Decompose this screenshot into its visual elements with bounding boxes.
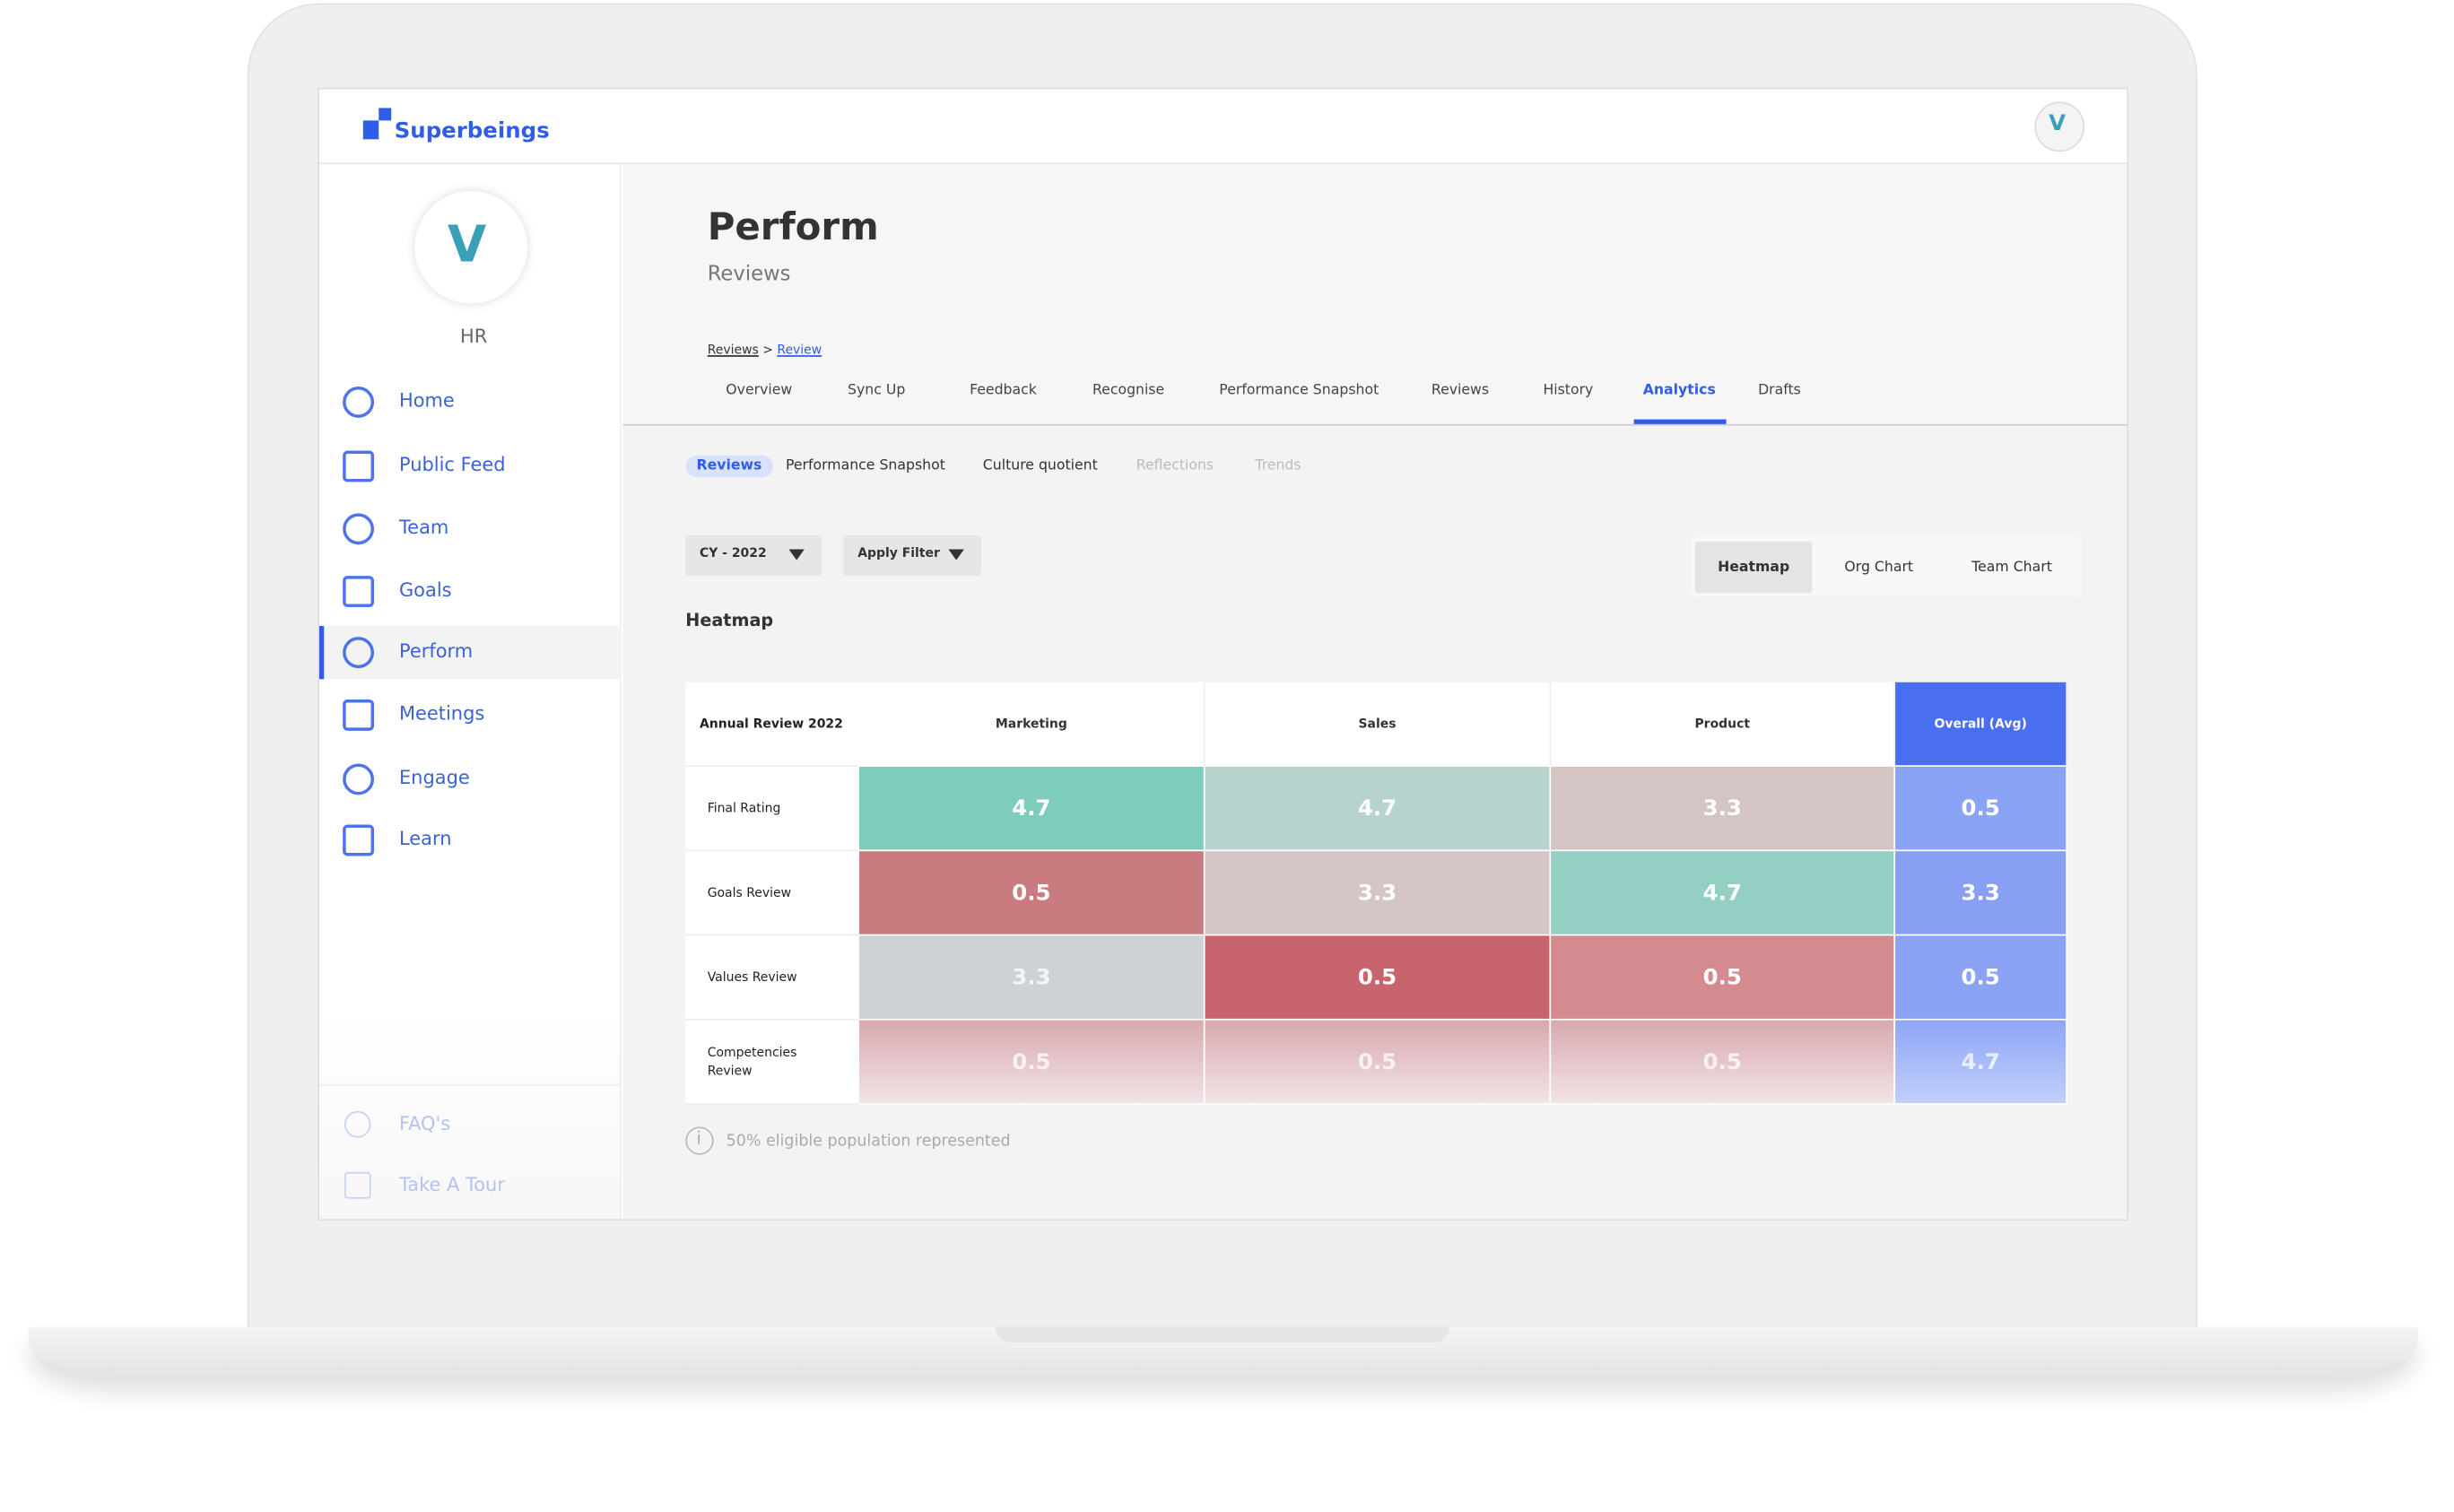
nav-footer-item[interactable]: Take A Tour — [398, 1173, 505, 1196]
user-avatar[interactable] — [2034, 101, 2085, 152]
tab[interactable]: Analytics — [1642, 383, 1716, 399]
view-button[interactable]: Heatmap — [1694, 541, 1813, 594]
role: HR — [460, 325, 488, 348]
dropdown-caret — [948, 549, 964, 560]
avatar-glyph: V — [2049, 110, 2066, 136]
heatmap-cell: 0.5 — [858, 1020, 1205, 1105]
laptop-notch — [995, 1326, 1449, 1343]
info-glyph: i — [696, 1128, 701, 1149]
tab[interactable]: Drafts — [1758, 383, 1801, 399]
heatmap-title: Heatmap — [685, 610, 774, 631]
heatmap-cell: 3.3 — [1205, 851, 1552, 936]
breadcrumb: Reviews > Review — [708, 343, 822, 357]
heatmap-cell: 0.5 — [1551, 935, 1896, 1021]
heatmap-cell: 3.3 — [858, 935, 1205, 1021]
tab[interactable]: Sync Up — [847, 383, 906, 399]
heatmap-cell: 0.5 — [1205, 1020, 1552, 1105]
subtab[interactable]: Reviews — [685, 455, 773, 478]
heatmap-cell: 4.7 — [1895, 1020, 2068, 1105]
filter-label: Apply Filter — [857, 545, 940, 560]
page-subtitle: Reviews — [707, 263, 791, 287]
tab-underline — [1633, 419, 1727, 424]
nav-item[interactable]: Learn — [398, 828, 452, 850]
view-button[interactable]: Org Chart — [1844, 559, 1914, 576]
nav-icon — [343, 699, 375, 731]
logo-mark — [362, 120, 379, 140]
heatmap-cell: 4.7 — [1551, 851, 1896, 936]
main-top — [622, 164, 2128, 426]
tab[interactable]: Recognise — [1092, 383, 1165, 399]
row-label: Goals Review — [685, 851, 859, 936]
tab[interactable]: Overview — [726, 383, 793, 399]
nav-item[interactable]: Team — [398, 516, 449, 539]
subtab[interactable]: Trends — [1255, 458, 1301, 474]
table-corner: Annual Review 2022 — [685, 682, 859, 768]
subtab[interactable]: Culture quotient — [982, 458, 1098, 474]
heatmap-cell: 4.7 — [1205, 767, 1552, 852]
breadcrumb-link[interactable]: Reviews — [707, 343, 759, 357]
nav-icon — [344, 1110, 371, 1138]
tab[interactable]: Reviews — [1431, 383, 1490, 399]
org-glyph: V — [448, 214, 487, 274]
subtab[interactable]: Performance Snapshot — [785, 458, 945, 474]
nav-item[interactable]: Meetings — [398, 702, 485, 725]
org-avatar — [414, 190, 528, 304]
view-button[interactable]: Team Chart — [1971, 559, 2052, 576]
nav-icon — [343, 637, 375, 669]
sidebar — [318, 164, 622, 1220]
heatmap-cell: 3.3 — [1895, 851, 2068, 936]
nav-item[interactable]: Goals — [398, 578, 452, 602]
row-label: Values Review — [685, 935, 859, 1021]
footnote: 50% eligible population represented — [726, 1133, 1011, 1151]
nav-item[interactable]: Engage — [398, 767, 470, 789]
heatmap-cell: 0.5 — [1551, 1020, 1896, 1105]
row-label: Competencies Review — [685, 1020, 859, 1105]
logo-mark — [379, 108, 392, 121]
filter-label: CY - 2022 — [699, 545, 767, 560]
column-header: Overall (Avg) — [1895, 682, 2068, 768]
tab[interactable]: Feedback — [970, 383, 1037, 399]
heatmap-cell: 0.5 — [1895, 935, 2068, 1021]
column-header: Product — [1551, 682, 1896, 768]
dropdown-caret — [788, 549, 805, 560]
breadcrumb-link[interactable]: Review — [777, 343, 822, 357]
nav-item[interactable]: Public Feed — [398, 454, 506, 476]
page-title: Perform — [707, 204, 879, 249]
info-icon — [685, 1126, 714, 1155]
nav-item[interactable]: Home — [398, 389, 455, 412]
subtab[interactable]: Reflections — [1136, 458, 1214, 474]
nav-icon — [343, 513, 375, 545]
brand: Superbeings — [394, 118, 550, 144]
header-bar — [318, 89, 2128, 165]
nav-icon — [343, 824, 375, 856]
row-label: Final Rating — [685, 767, 859, 852]
nav-icon — [344, 1171, 371, 1199]
column-header: Marketing — [858, 682, 1205, 768]
nav-icon — [343, 576, 375, 608]
heatmap-cell: 4.7 — [858, 767, 1205, 852]
heatmap-cell: 0.5 — [1205, 935, 1552, 1021]
nav-item[interactable]: Perform — [398, 639, 474, 663]
heatmap-cell: 3.3 — [1551, 767, 1896, 852]
nav-footer-item[interactable]: FAQ's — [398, 1112, 451, 1135]
heatmap-cell: 0.5 — [858, 851, 1205, 936]
column-header: Sales — [1205, 682, 1552, 768]
heatmap-cell: 0.5 — [1895, 767, 2068, 852]
sidebar-divider — [318, 1084, 622, 1086]
nav-icon — [343, 450, 375, 482]
tab[interactable]: History — [1543, 383, 1594, 399]
screen: Superbeings V V HR Home Public Feed Team Go… — [318, 87, 2129, 1221]
tab[interactable]: Performance Snapshot — [1219, 383, 1379, 399]
nav-icon — [343, 386, 375, 418]
breadcrumb-separator: > — [762, 343, 773, 357]
nav-icon — [343, 763, 375, 795]
